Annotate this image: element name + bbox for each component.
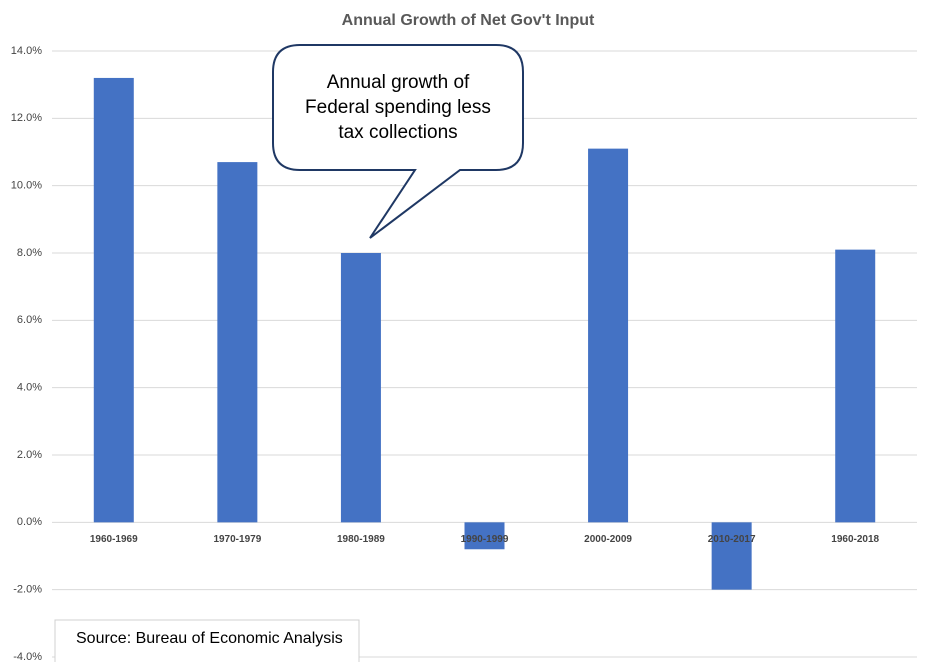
x-tick-label: 1980-1989: [337, 534, 385, 545]
y-tick-label: 8.0%: [17, 247, 42, 259]
x-tick-label: 1970-1979: [213, 534, 261, 545]
y-tick-label: 10.0%: [11, 180, 42, 192]
y-tick-label: -4.0%: [13, 651, 42, 662]
plot-area: -4.0% -2.0% 0.0% 2.0% 4.0% 6.0% 8.0% 10.0% 12.0%…: [11, 45, 917, 662]
callout: [272, 44, 524, 239]
source-box: [54, 619, 360, 662]
bar: [835, 249, 876, 523]
bar: [711, 522, 752, 590]
y-tick-label: 0.0%: [17, 516, 42, 528]
callout-text: tax collections: [338, 122, 457, 143]
callout-text: Annual growth of: [327, 72, 470, 93]
y-tick-label: 14.0%: [11, 45, 42, 57]
x-tick-label: 2010-2017: [708, 534, 756, 545]
bar: [340, 253, 381, 523]
callout-text: Federal spending less: [305, 97, 491, 118]
y-tick-label: 4.0%: [17, 382, 42, 394]
bar: [93, 77, 134, 523]
y-tick-label: 6.0%: [17, 314, 42, 326]
bar: [464, 522, 505, 550]
y-tick-label: -2.0%: [13, 584, 42, 596]
x-tick-label: 1960-2018: [831, 534, 879, 545]
x-tick-label: 1990-1999: [461, 534, 509, 545]
bar: [588, 148, 629, 523]
y-tick-label: 12.0%: [11, 112, 42, 124]
y-tick-label: 2.0%: [17, 449, 42, 461]
x-tick-label: 2000-2009: [584, 534, 632, 545]
source: Source: Bureau of Economic Analysis: [76, 630, 343, 647]
x-tick-label: 1960-1969: [90, 534, 138, 545]
bar: [217, 162, 258, 523]
chart-title: Annual Growth of Net Gov't Input: [342, 12, 595, 29]
